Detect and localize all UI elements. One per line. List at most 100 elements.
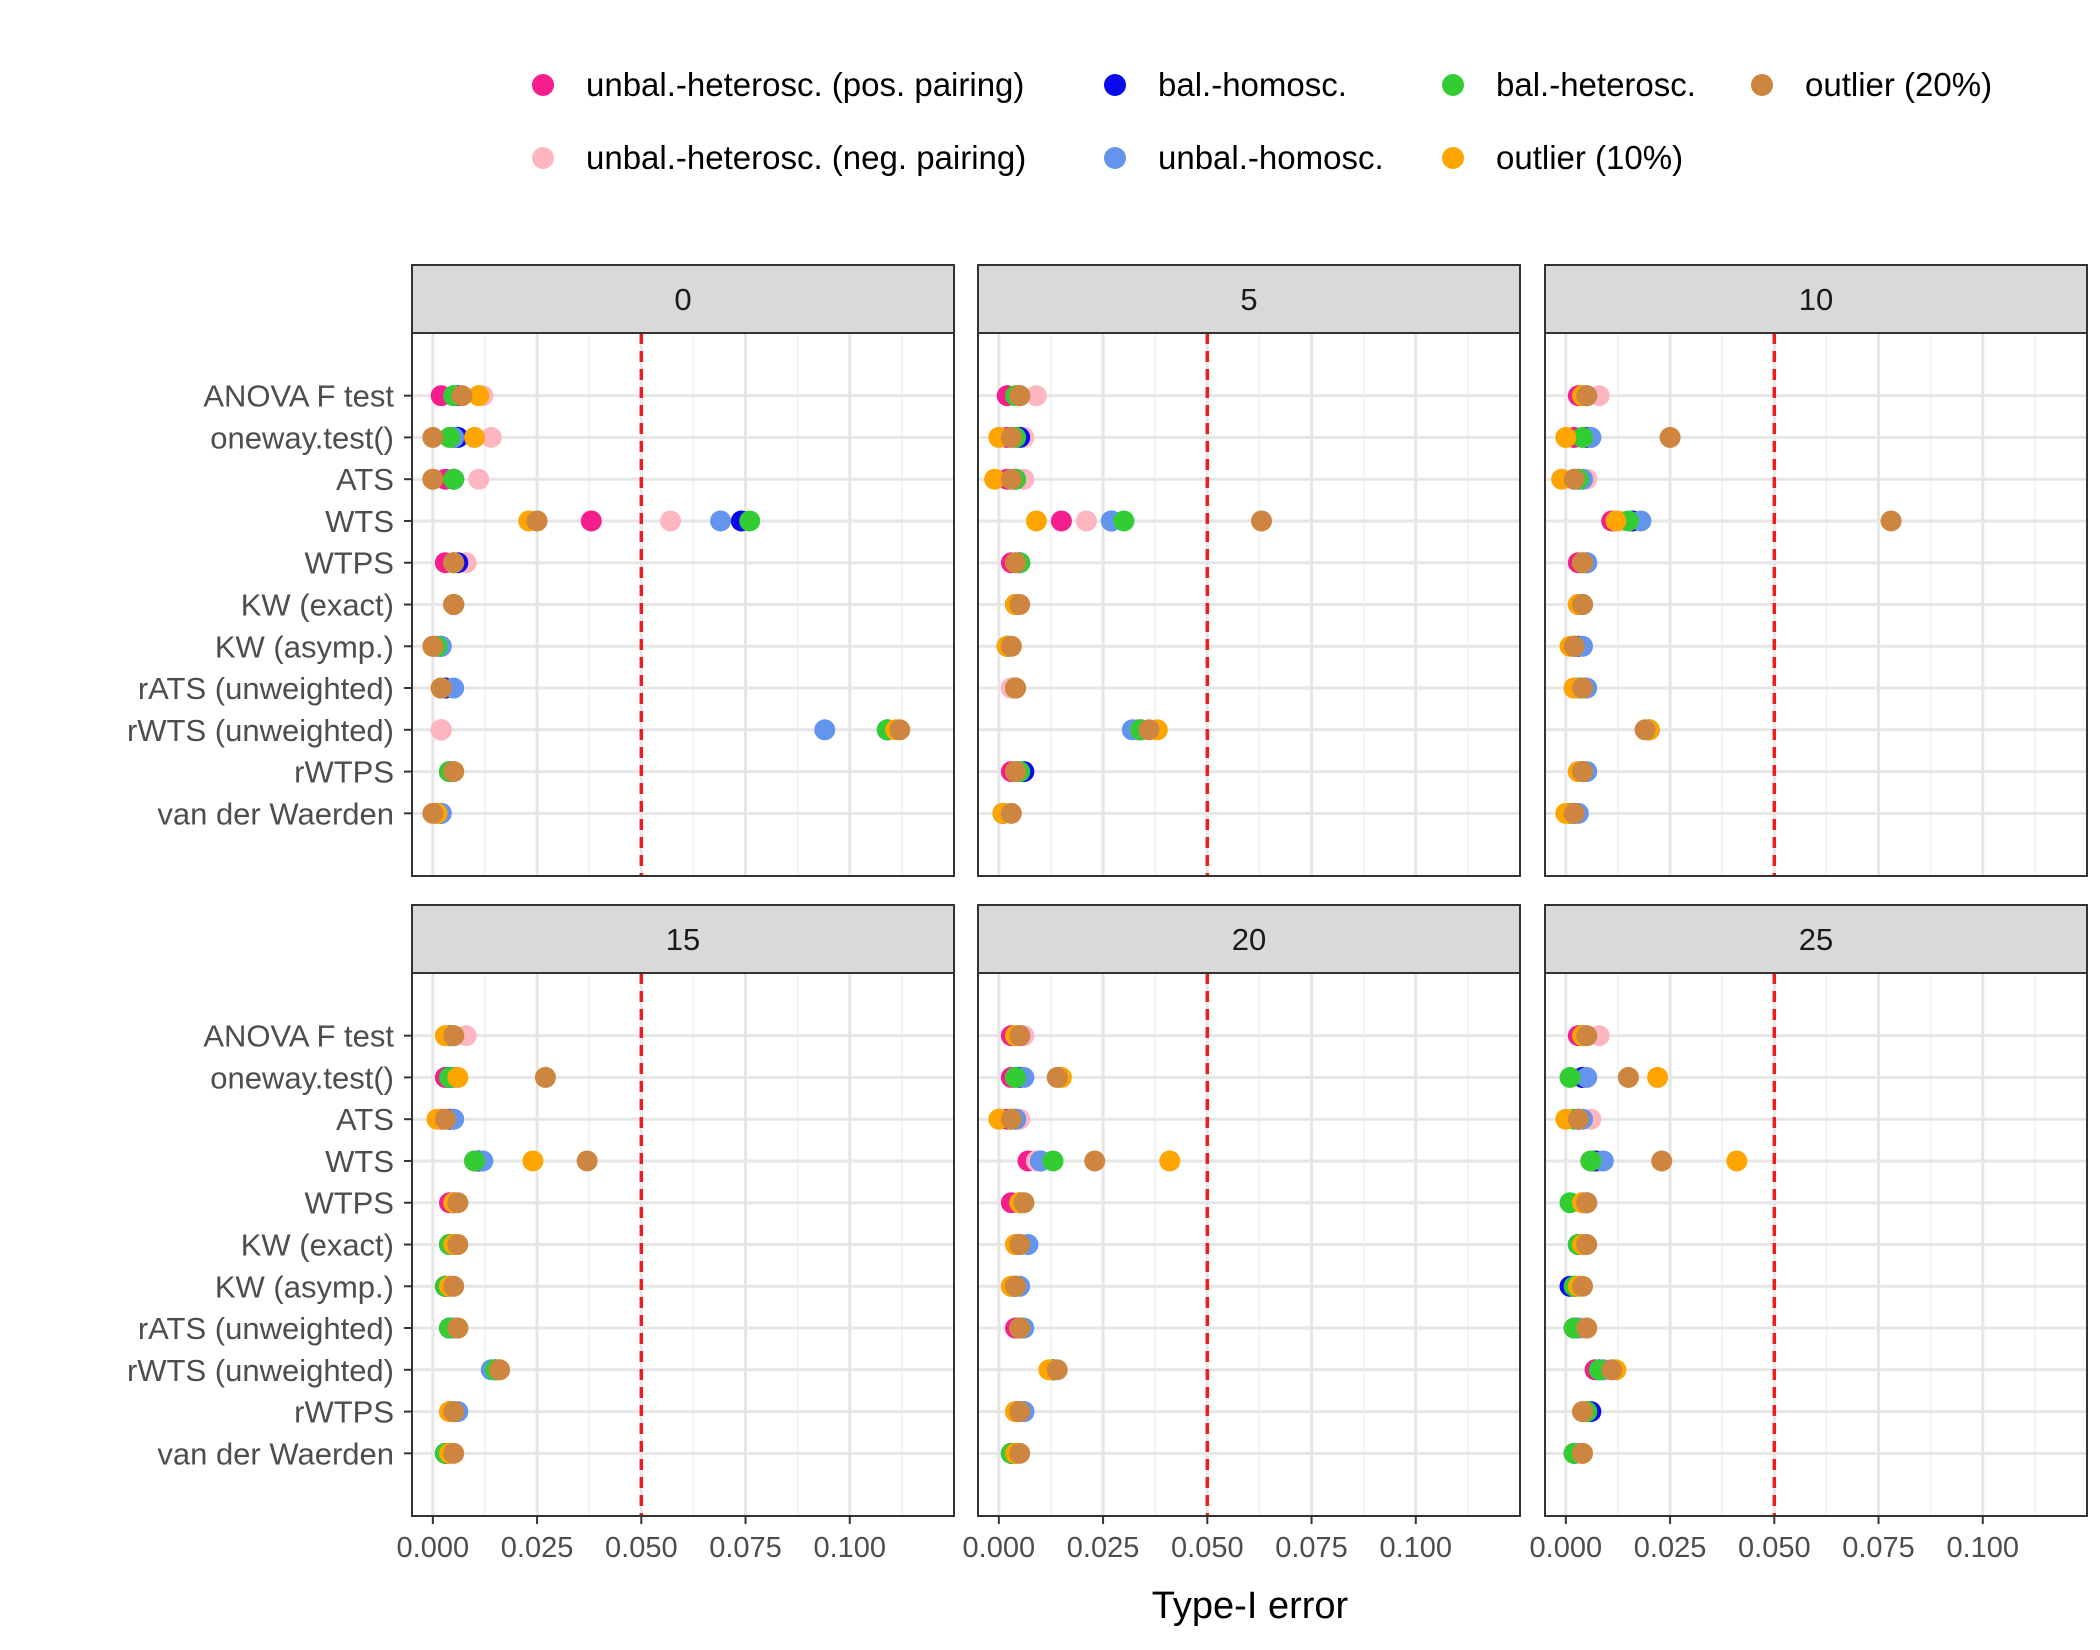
y-tick-label-kw-exact: KW (exact) xyxy=(241,1228,394,1263)
x-tick-label: 0.000 xyxy=(963,1532,1036,1564)
point-neg-oneway-test xyxy=(480,426,502,448)
point-unbh-wts xyxy=(710,510,732,532)
point-balhet-oneway-test xyxy=(1572,426,1594,448)
x-tick-label: 0.100 xyxy=(1946,1532,2019,1564)
facet-panels: 0 ANOVA F test oneway.test() ATS WTS WTPS KW (… xyxy=(127,264,2088,1564)
panel-strip-label: 5 xyxy=(1240,282,1257,317)
point-o10-oneway-test xyxy=(1555,426,1577,448)
point-o20-oneway-test xyxy=(422,426,444,448)
point-balhet-ats xyxy=(443,468,465,490)
x-tick-label: 0.000 xyxy=(1530,1532,1603,1564)
point-o10-wts xyxy=(522,1150,544,1172)
legend-key-balhet xyxy=(1442,74,1464,96)
point-o20-rwtps xyxy=(1005,761,1027,783)
point-o20-ats xyxy=(1567,1108,1589,1130)
point-pos-wts xyxy=(1050,510,1072,532)
point-pos-wts xyxy=(580,510,602,532)
point-balhet-oneway-test xyxy=(1005,1066,1027,1088)
point-o20-rwtps xyxy=(1572,761,1594,783)
point-o20-van-der-waerden xyxy=(443,1442,465,1464)
y-tick-label-rwts-unweighted: rWTS (unweighted) xyxy=(127,1353,394,1388)
point-balhet-wts xyxy=(739,510,761,532)
point-o20-rwtps xyxy=(443,761,465,783)
point-o20-kw-exact xyxy=(1576,1234,1598,1255)
x-tick-label: 0.100 xyxy=(1379,1532,1452,1564)
point-o20-kw-asymp xyxy=(422,635,444,657)
panel-25: 25 0.000 0.025 0.050 0.075 0.100 xyxy=(1530,904,2088,1564)
point-unbh-oneway-test xyxy=(1576,1066,1598,1088)
point-o20-ats xyxy=(434,1108,456,1130)
point-balhet-wts xyxy=(1580,1150,1602,1172)
point-o20-wtps xyxy=(1572,552,1594,574)
point-o20-rwts-unweighted xyxy=(1138,719,1160,741)
point-o20-rwtps xyxy=(443,1401,465,1423)
y-tick-label-wts: WTS xyxy=(325,504,394,539)
point-o20-ats xyxy=(1000,468,1022,490)
panel-border xyxy=(1544,972,2088,1517)
x-tick-label: 0.050 xyxy=(605,1532,678,1564)
point-o20-kw-exact xyxy=(1009,594,1031,615)
panel-5: 5 xyxy=(977,264,1521,877)
x-tick-label: 0.050 xyxy=(1738,1532,1811,1564)
legend-label-balh: bal.-homosc. xyxy=(1158,66,1347,103)
point-o20-van-der-waerden xyxy=(1009,1442,1031,1464)
point-o20-van-der-waerden xyxy=(1563,802,1585,824)
point-o20-ats xyxy=(1000,1108,1022,1130)
point-o10-wts xyxy=(1726,1150,1748,1172)
panel-strip-label: 10 xyxy=(1799,282,1833,317)
panel-20: 20 0.000 0.025 0.050 0.075 0.100 xyxy=(963,904,1521,1564)
point-o20-kw-asymp xyxy=(1563,635,1585,657)
x-tick-label: 0.025 xyxy=(501,1532,574,1564)
point-balhet-oneway-test xyxy=(1559,1066,1581,1088)
x-tick-label: 0.000 xyxy=(397,1532,470,1564)
y-tick-label-ats: ATS xyxy=(336,462,394,497)
point-o20-oneway-test xyxy=(1046,1066,1068,1088)
y-tick-label-wts: WTS xyxy=(325,1144,394,1179)
point-o20-ats xyxy=(1563,468,1585,490)
point-o10-oneway-test xyxy=(464,426,486,448)
x-tick-label: 0.075 xyxy=(1275,1532,1348,1564)
point-o20-anova-f-test xyxy=(1009,385,1031,407)
panel-border xyxy=(977,972,1521,1517)
panel-0: 0 ANOVA F test oneway.test() ATS WTS WTPS KW (… xyxy=(127,264,955,877)
x-axis-title: Type-I error xyxy=(1152,1585,1349,1627)
legend-key-neg xyxy=(532,147,554,169)
point-o20-rwts-unweighted xyxy=(1634,719,1656,741)
y-tick-label-ats: ATS xyxy=(336,1102,394,1137)
point-o20-oneway-test xyxy=(534,1066,556,1088)
point-o20-kw-asymp xyxy=(1000,635,1022,657)
point-neg-wts xyxy=(659,510,681,532)
point-o20-kw-exact xyxy=(447,1234,469,1255)
point-o20-rats-unweighted xyxy=(1005,677,1027,699)
panel-strip-label: 15 xyxy=(666,922,700,957)
point-o10-oneway-test xyxy=(1647,1066,1669,1088)
panel-strip xyxy=(1544,904,2088,974)
point-o20-ats xyxy=(422,468,444,490)
point-o20-anova-f-test xyxy=(1576,1025,1598,1047)
x-tick-label: 0.050 xyxy=(1171,1532,1244,1564)
point-o20-wts xyxy=(1084,1150,1106,1172)
panel-border xyxy=(1544,332,2088,877)
point-o20-kw-asymp xyxy=(443,1275,465,1297)
point-o20-oneway-test xyxy=(1659,426,1681,448)
point-o20-rats-unweighted xyxy=(1572,677,1594,699)
point-o20-wtps xyxy=(447,1192,469,1214)
point-o20-kw-exact xyxy=(1572,594,1594,615)
point-o20-kw-asymp xyxy=(1005,1275,1027,1297)
x-tick-label: 0.075 xyxy=(1842,1532,1915,1564)
point-o20-anova-f-test xyxy=(451,385,473,407)
point-o10-wts xyxy=(1025,510,1047,532)
point-o20-rats-unweighted xyxy=(447,1317,469,1339)
y-tick-label-anova-f-test: ANOVA F test xyxy=(203,379,394,414)
y-tick-label-kw-asymp: KW (asymp.) xyxy=(215,1269,394,1304)
legend-key-pos xyxy=(532,74,554,96)
point-o20-kw-exact xyxy=(443,594,465,615)
y-tick-label-rwtps: rWTPS xyxy=(294,755,394,790)
point-unbh-rwts-unweighted xyxy=(814,719,836,741)
panel-15: 15 ANOVA F test oneway.test() ATS WTS WTPS KW … xyxy=(127,904,955,1564)
y-tick-label-kw-exact: KW (exact) xyxy=(241,588,394,623)
legend-label-pos: unbal.-heterosc. (pos. pairing) xyxy=(586,66,1024,103)
point-o20-van-der-waerden xyxy=(1572,1442,1594,1464)
y-tick-label-van-der-waerden: van der Waerden xyxy=(157,796,394,831)
